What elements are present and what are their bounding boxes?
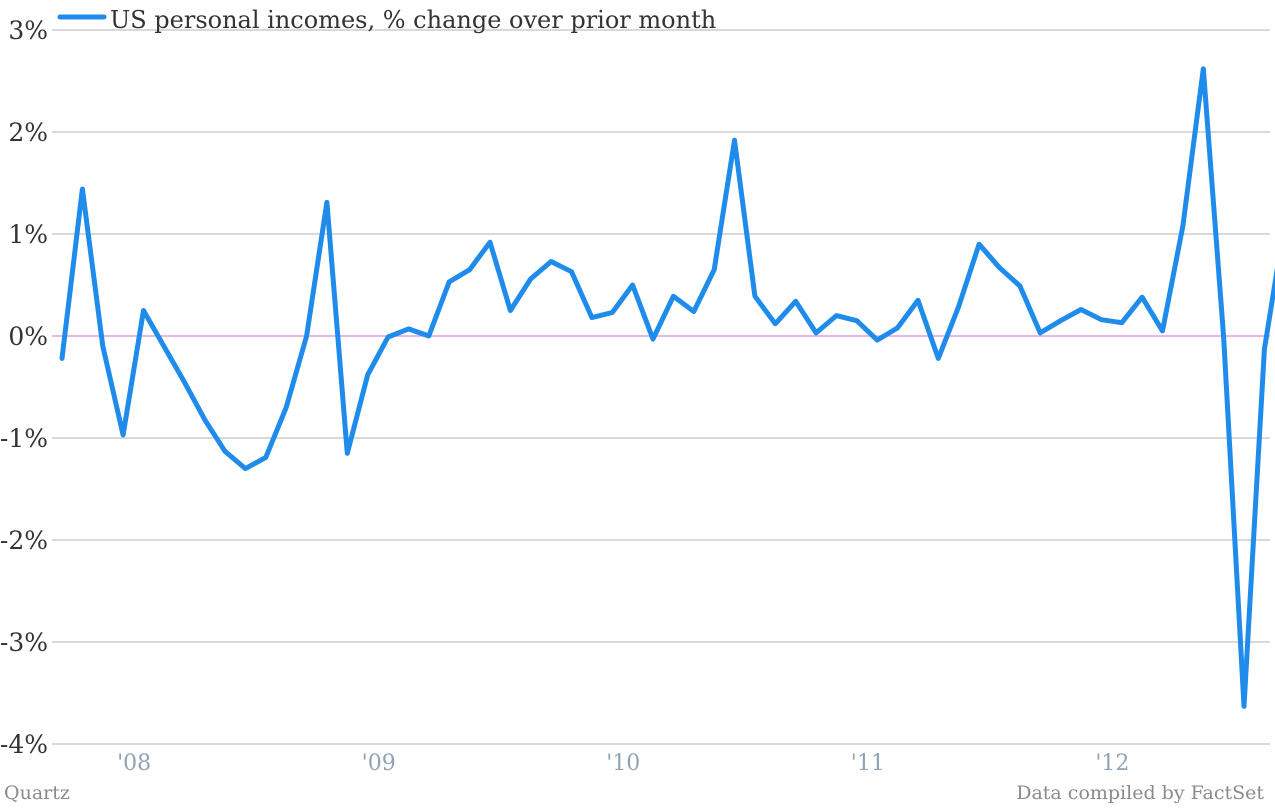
series-layer: [59, 66, 1275, 709]
y-tick-label: 3%: [8, 16, 48, 45]
footer-source-right: Data compiled by FactSet: [1016, 782, 1264, 804]
y-tick-label: -1%: [0, 424, 48, 453]
grid-layer: [52, 29, 1270, 745]
y-tick-label: 1%: [8, 220, 48, 249]
footer-source-left: Quartz: [4, 782, 70, 804]
y-tick-label: -3%: [0, 628, 48, 657]
series-line: [59, 66, 1275, 709]
x-tick-label: '08: [117, 751, 151, 776]
y-tick-label: -4%: [0, 730, 48, 759]
x-tick-labels: '08 '09 '10 '11 '12: [117, 751, 1129, 776]
y-tick-labels: 3% 2% 1% 0% -1% -2% -3% -4%: [0, 16, 48, 759]
x-tick-label: '12: [1095, 751, 1129, 776]
x-tick-label: '11: [851, 751, 885, 776]
legend: US personal incomes, % change over prior…: [57, 6, 716, 34]
legend-label: US personal incomes, % change over prior…: [110, 6, 716, 34]
y-tick-label: 2%: [8, 118, 48, 147]
x-tick-label: '10: [606, 751, 640, 776]
y-tick-label: -2%: [0, 526, 48, 555]
y-tick-label: 0%: [8, 322, 48, 351]
x-tick-label: '09: [362, 751, 396, 776]
